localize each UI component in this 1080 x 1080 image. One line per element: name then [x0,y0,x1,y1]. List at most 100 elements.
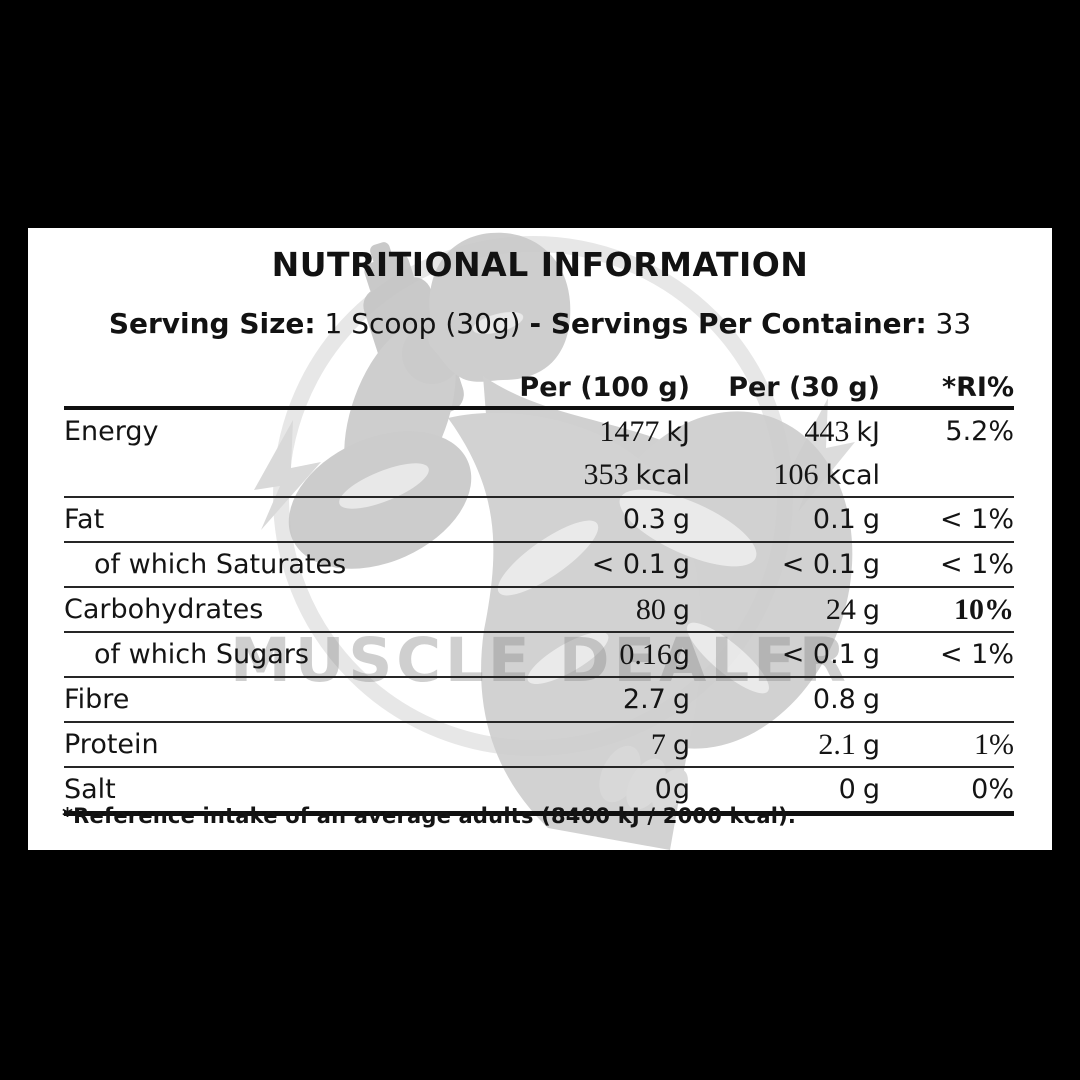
serving-size-line: Serving Size: 1 Scoop (30g) - Servings P… [28,307,1052,340]
nutrient-value: < 1% [880,551,1014,578]
table-header-row: Per (100 g) Per (30 g) *RI% [64,368,1014,410]
value-unit: g [672,549,690,580]
watermark-artwork [254,232,855,850]
value-number: 1477 [599,414,660,448]
table-row: Fibre 2.7 g 0.8 g [64,678,1014,723]
value-unit: g [862,504,880,535]
serving-size-value: 1 Scoop (30g) [315,307,530,340]
value-number: 0 [654,774,672,805]
nutrient-value: 0.16g [424,637,690,671]
value-number: 106 [773,457,819,491]
value-number: 0 [838,774,856,805]
nutrient-value: 2.7 g [424,686,690,713]
nutrient-label: Carbohydrates [64,594,264,625]
value-number: < 0.1 [781,639,856,670]
table-row: Carbohydrates 80 g 24 g 10% [64,588,1014,633]
nutrient-label: of which Sugars [94,639,309,670]
nutrient-value: 2.1 g [690,727,880,761]
nutrient-value: < 1% [880,506,1014,533]
page-title: NUTRITIONAL INFORMATION [271,245,809,284]
table-row: of which Sugars 0.16g < 0.1 g < 1% [64,633,1014,678]
table-row: Salt 0g 0 g 0% [64,768,1014,816]
value-unit: g [862,729,880,761]
value-number: 1% [974,727,1014,761]
nutrient-value: 10% [880,592,1014,626]
value-number: 0% [971,774,1014,805]
lightning-bolt-icon [791,398,855,512]
nutrient-label: Fat [64,504,105,535]
nutrient-value: 0.8 g [690,686,880,713]
value-number: 24 [825,592,856,626]
table-row: Fat 0.3 g 0.1 g < 1% [64,498,1014,543]
value-number: 353 [583,457,629,491]
value-number: 0.16 [619,637,672,671]
servings-per-container-value: 33 [926,307,972,340]
nutrient-value: < 0.1 g [424,551,690,578]
nutrient-value: 0g [424,776,690,803]
value-number: 7 [650,727,666,761]
nutrient-value: 0.3 g [424,506,690,533]
value-unit: g [672,504,690,535]
nutrient-value: 443 kJ [690,414,880,448]
value-unit: kJ [856,416,880,448]
value-unit: g [862,594,880,626]
nutrition-label-panel: MUSCLE DEALER NUTRITIONAL INFORMATION Se… [28,228,1052,850]
value-number: 2.7 [622,684,666,715]
nutrient-value: 0.1 g [690,506,880,533]
nutrient-value: 106 kcal [690,457,880,491]
value-unit: g [862,684,880,715]
serving-size-label: Serving Size: [108,307,316,340]
value-unit: g [672,774,690,805]
reference-intake-footnote: *Reference intake of an average adults (… [62,804,797,828]
column-header: Per (30 g) [728,371,880,403]
value-number: < 0.1 [591,549,666,580]
nutrient-label: Energy [64,416,159,447]
value-number: 0.3 [622,504,666,535]
value-unit: g [672,684,690,715]
value-unit: g [862,774,880,805]
nutrient-value: < 1% [880,641,1014,668]
column-header: Per (100 g) [519,371,690,403]
value-unit: g [672,639,690,671]
value-unit: kcal [825,459,880,491]
value-unit: g [862,639,880,670]
muscle-figure-icon [288,232,853,850]
nutrient-value: 1% [880,727,1014,761]
nutrient-value: 0% [880,776,1014,803]
watermark-brand-text: MUSCLE DEALER [230,625,850,696]
value-number: 10% [954,592,1014,626]
nutrient-value: 5.2% [880,418,1014,445]
table-row: Protein 7 g 2.1 g 1% [64,723,1014,768]
table-row: of which Saturates < 0.1 g < 0.1 g < 1% [64,543,1014,588]
value-number: 5.2% [945,416,1014,447]
value-number: 2.1 [818,727,856,761]
value-number: < 1% [939,504,1014,535]
column-header: *RI% [941,371,1014,403]
nutrient-value: < 0.1 g [690,551,880,578]
value-number: 443 [804,414,850,448]
nutrient-value: 353 kcal [424,457,690,491]
value-number: < 1% [939,639,1014,670]
nutrient-label: of which Saturates [94,549,347,580]
value-unit: g [862,549,880,580]
nutrient-value: 24 g [690,592,880,626]
value-number: 0.8 [812,684,856,715]
nutrient-value: 80 g [424,594,690,626]
value-unit: kJ [666,416,690,448]
table-row: Energy 1477 kJ 443 kJ 5.2% [64,410,1014,453]
value-unit: kcal [635,459,690,491]
table-row: 353 kcal 106 kcal [64,453,1014,498]
nutrition-table: Per (100 g) Per (30 g) *RI% Energy 1477 kJ 443… [64,368,1014,816]
value-number: 0.1 [812,504,856,535]
value-number: < 0.1 [781,549,856,580]
nutrient-value: 1477 kJ [424,414,690,448]
value-number: < 1% [939,549,1014,580]
nutrient-label: Fibre [64,684,130,715]
value-unit: g [672,594,690,626]
nutrient-label: Protein [64,729,159,760]
value-unit: g [672,729,690,761]
servings-per-container-label: - Servings Per Container: [529,307,927,340]
nutrient-value: < 0.1 g [690,641,880,668]
